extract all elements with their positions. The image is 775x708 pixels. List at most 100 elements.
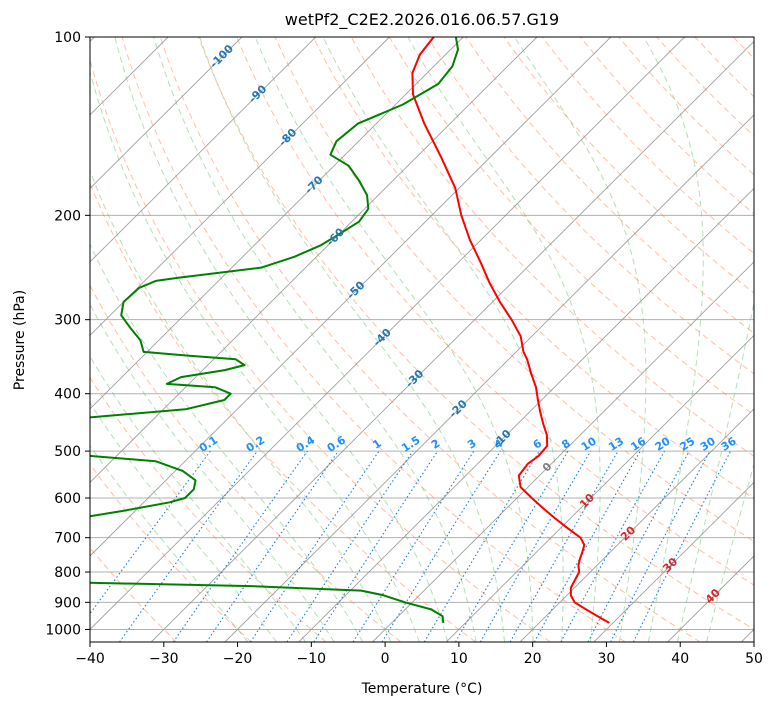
- mixing-ratio-line: [286, 450, 414, 642]
- isotherm-line: [90, 37, 317, 263]
- temperature-profile-line: [411, 37, 610, 624]
- moist-adiabat-line: [514, 37, 647, 642]
- dry-adiabat-line: [503, 37, 754, 294]
- moist-adiabat-line: [90, 444, 249, 642]
- dry-adiabat-line: [465, 37, 754, 334]
- isotherm-line: [224, 114, 754, 642]
- mixing-ratio-label: 0.2: [244, 433, 267, 455]
- dry-adiabat-line: [159, 37, 701, 642]
- x-tick-label: −40: [75, 651, 105, 667]
- y-tick-label: 800: [54, 565, 81, 581]
- mixing-ratio-label: 6: [531, 436, 545, 451]
- dry-adiabat-line: [541, 37, 754, 254]
- isotherm-label: -80: [276, 126, 299, 149]
- mixing-ratio-line: [313, 450, 439, 642]
- isotherm-label: 20: [618, 523, 638, 543]
- y-tick-label: 100: [54, 30, 81, 46]
- y-tick-label: 900: [54, 595, 81, 611]
- dry-adiabat-line: [90, 284, 402, 642]
- moist-adiabat-line: [322, 37, 564, 642]
- mixing-ratio-label: 1.5: [399, 433, 422, 455]
- moist-adiabat-line: [114, 37, 449, 642]
- x-tick-label: 50: [745, 651, 763, 667]
- x-axis-label: Temperature (°C): [361, 681, 483, 697]
- isotherm-line: [90, 37, 685, 631]
- isotherm-label: -70: [302, 173, 325, 196]
- dry-adiabat-line: [771, 37, 775, 642]
- y-tick-label: 400: [54, 387, 81, 403]
- y-tick-label: 300: [54, 313, 81, 329]
- y-tick-label: 1000: [45, 622, 81, 638]
- isotherm-line: [372, 261, 754, 642]
- moist-adiabat-line: [90, 169, 392, 642]
- isotherm-label: 0: [540, 460, 555, 475]
- x-tick-label: 20: [524, 651, 542, 667]
- dewpoint-profile-line: [90, 37, 459, 624]
- isotherm-line: [519, 408, 754, 642]
- isotherm-label: -50: [344, 278, 367, 301]
- x-tick-label: 10: [450, 651, 468, 667]
- isotherm-line: [90, 37, 390, 337]
- dry-adiabat-line: [580, 37, 754, 215]
- y-tick-label: 700: [54, 531, 81, 547]
- mixing-ratio-line: [90, 450, 211, 615]
- isotherm-line: [90, 37, 464, 410]
- mixing-ratio-line: [587, 450, 690, 642]
- chart-title: wetPf2_C2E2.2026.016.06.57.G19: [284, 10, 560, 29]
- mixing-ratio-line: [509, 450, 619, 642]
- mixing-ratio-label: 2: [429, 437, 443, 452]
- mixing-ratio-line: [632, 450, 732, 642]
- moist-adiabat-line: [153, 37, 477, 642]
- moist-adiabat-line: [677, 299, 754, 642]
- isotherm-label: -40: [371, 326, 394, 349]
- plot-frame: [89, 36, 755, 643]
- mixing-ratio-label: 3: [465, 437, 479, 452]
- isotherm-label: -10: [490, 427, 513, 450]
- x-tick-label: −10: [297, 651, 327, 667]
- moist-adiabat-line: [199, 37, 505, 642]
- mixing-ratio-label: 0.4: [294, 433, 318, 455]
- dry-adiabat-line: [198, 37, 754, 630]
- isotherm-label: -60: [324, 225, 347, 248]
- dry-adiabat-line: [694, 37, 754, 98]
- y-tick-label: 600: [54, 491, 81, 507]
- mixing-ratio-line: [206, 450, 339, 642]
- isotherm-line: [90, 37, 243, 190]
- moist-adiabat-line: [90, 303, 335, 642]
- moist-adiabat-line: [643, 37, 704, 642]
- dry-adiabat-line: [274, 37, 754, 543]
- isotherm-line: [150, 40, 754, 642]
- dry-adiabat-line: [90, 182, 476, 642]
- isotherm-label: -30: [403, 367, 426, 390]
- moist-adiabat-line: [407, 37, 601, 642]
- x-tick-label: −30: [149, 651, 179, 667]
- dry-adiabat-line: [90, 376, 327, 642]
- mixing-ratio-line: [381, 450, 501, 642]
- isotherm-label: 10: [577, 491, 597, 511]
- mixing-ratio-label: 0.6: [325, 433, 349, 455]
- x-tick-label: 0: [381, 651, 390, 667]
- isotherm-line: [445, 334, 754, 642]
- x-tick-label: 30: [598, 651, 616, 667]
- mixing-ratio-line: [119, 450, 258, 642]
- dry-adiabat-line: [90, 463, 252, 642]
- isotherm-line: [298, 187, 754, 642]
- mixing-ratio-label: 0.1: [197, 433, 220, 455]
- mixing-ratio-line: [423, 450, 540, 642]
- moist-adiabat-line: [90, 355, 306, 642]
- isotherm-label: -90: [246, 82, 269, 105]
- mixing-ratio-line: [533, 450, 641, 642]
- dry-adiabat-line: [236, 37, 754, 586]
- moist-adiabat-line: [90, 69, 420, 642]
- isotherm-label: -100: [207, 42, 236, 71]
- moist-adiabat-line: [90, 402, 278, 642]
- moist-adiabat-line: [254, 37, 534, 642]
- isotherm-line: [90, 37, 612, 557]
- isotherm-line: [667, 555, 754, 642]
- dry-adiabat-line: [312, 37, 754, 500]
- y-tick-label: 500: [54, 444, 81, 460]
- isotherm-line: [593, 481, 754, 642]
- mixing-ratio-line: [249, 450, 380, 642]
- mixing-ratio-line: [172, 450, 308, 642]
